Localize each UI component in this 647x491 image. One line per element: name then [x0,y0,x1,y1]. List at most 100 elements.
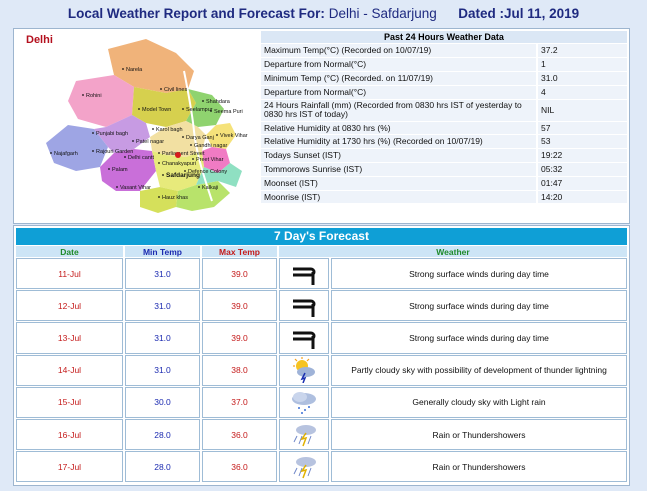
forecast-icon-cell [279,354,329,386]
thundershower-icon [289,422,319,448]
past-24h-label: Moonrise (IST) [261,190,537,205]
forecast-description: Strong surface winds during day time [331,290,627,322]
past-24h-label: Tommorows Sunrise (IST) [261,162,537,177]
cloudy-light-rain-icon [289,389,319,415]
forecast-heading: 7 Day's Forecast [16,228,627,245]
past-24h-label: 24 Hours Rainfall (mm) (Recorded from 08… [261,99,537,122]
forecast-min-temp: 28.0 [125,451,200,483]
title-location: Delhi - Safdarjung [328,6,437,21]
past-24h-value: 01:47 [536,176,627,191]
forecast-date: 16-Jul [16,418,123,451]
map-label: Delhi cantt [128,155,154,161]
past-24h-value: 1 [536,57,627,73]
forecast-panel: 7 Day's Forecast Date Min Temp Max Temp … [13,225,630,486]
forecast-max-temp: 36.0 [202,418,277,451]
past-24h-row: Departure from Normal(°C) 1 [261,57,627,73]
wind-icon [289,261,319,287]
col-min-temp: Min Temp [125,246,200,257]
forecast-date: 14-Jul [16,354,123,386]
forecast-min-temp: 31.0 [125,354,200,386]
forecast-min-temp: 31.0 [125,322,200,354]
past-24h-value: 4 [536,85,627,100]
past-24h-label: Todays Sunset (IST) [261,148,537,164]
past-24h-value: 14:20 [536,190,627,205]
map-title: Delhi [26,34,53,46]
past-24h-label: Minimum Temp (°C) (Recorded. on 11/07/19… [261,71,537,86]
col-weather: Weather [279,246,627,257]
map-label: Preet Vihar [196,157,224,163]
partly-cloudy-thunder-icon [289,357,319,384]
forecast-max-temp: 38.0 [202,354,277,386]
past-24h-row: Departure from Normal(°C) 4 [261,85,627,100]
past-24h-row: Maximum Temp(°C) (Recorded on 10/07/19) 3… [261,44,627,59]
forecast-icon-cell [279,451,329,483]
forecast-row: 14-Jul 31.0 38.0 Partly cloudy sky with pos… [16,354,627,386]
map-label: Chanakyapuri [162,161,196,167]
forecast-row: 13-Jul 31.0 39.0 Strong surface winds durin… [16,322,627,354]
forecast-description: Strong surface winds during day time [331,322,627,354]
map-label: Civil lines [164,87,187,93]
forecast-description: Strong surface winds during day time [331,258,627,290]
forecast-description: Generally cloudy sky with Light rain [331,386,627,418]
past-24h-value: 05:32 [536,162,627,177]
forecast-max-temp: 39.0 [202,290,277,322]
forecast-description: Rain or Thundershowers [331,451,627,483]
map-label: Gandhi nagar [194,143,227,149]
forecast-icon-cell [279,322,329,354]
forecast-min-temp: 31.0 [125,258,200,290]
map-label: Karol bagh [156,127,183,133]
past-24h-value: 19:22 [536,148,627,164]
map-label: Rohini [86,93,102,99]
past-24h-row: Relative Humidity at 0830 hrs (%) 57 [261,121,627,136]
forecast-max-temp: 39.0 [202,258,277,290]
forecast-row: 12-Jul 31.0 39.0 Strong surface winds durin… [16,290,627,322]
forecast-icon-cell [279,418,329,451]
forecast-row: 16-Jul 28.0 36.0 Rain or Thundershowers [16,418,627,451]
forecast-row: 15-Jul 30.0 37.0 Generally cloudy sky with … [16,386,627,418]
map-label: Safdarjung [166,172,200,179]
past-24h-value: 53 [536,134,627,150]
forecast-date: 17-Jul [16,451,123,483]
map-label: Darya Ganj [186,135,214,141]
thundershower-icon [289,454,319,480]
map-label: Parliament Street [162,151,205,157]
map-label: Hauz khas [162,195,188,201]
past-24h-label: Departure from Normal(°C) [261,57,537,73]
wind-icon [289,293,319,319]
delhi-map: Delhi Narela Rohini Civil lines Shahdara Mod… [16,31,260,221]
title-date: Dated :Jul 11, 2019 [458,6,580,21]
past-24h-label: Departure from Normal(°C) [261,85,537,100]
past-24h-panel: Past 24 Hours Weather Data Maximum Temp(… [261,31,627,205]
forecast-icon-cell [279,258,329,290]
forecast-row: 11-Jul 31.0 39.0 Strong surface winds durin… [16,258,627,290]
forecast-icon-cell [279,290,329,322]
forecast-description: Partly cloudy sky with possibility of de… [331,354,627,386]
title-prefix: Local Weather Report and Forecast For: [67,6,325,21]
forecast-description: Rain or Thundershowers [331,418,627,451]
forecast-date: 13-Jul [16,322,123,354]
past-24h-row: Relative Humidity at 1730 hrs (%) (Recor… [261,134,627,150]
map-label: Punjabi bagh [96,131,128,137]
map-label: Rajouri Garden [96,149,133,155]
past-24h-table: Maximum Temp(°C) (Recorded on 10/07/19) 3… [261,44,627,205]
past-24h-value: NIL [536,99,627,122]
forecast-max-temp: 39.0 [202,322,277,354]
past-24h-row: Moonrise (IST) 14:20 [261,190,627,205]
past-24h-label: Relative Humidity at 0830 hrs (%) [261,121,537,136]
past-24h-value: 57 [536,121,627,136]
forecast-date: 15-Jul [16,386,123,418]
forecast-table: Date Min Temp Max Temp Weather 11-Jul 31.… [14,245,629,483]
current-panel: Delhi Narela Rohini Civil lines Shahdara Mod… [13,28,630,224]
col-date: Date [16,246,123,257]
past-24h-label: Relative Humidity at 1730 hrs (%) (Recor… [261,134,537,150]
map-label: Model Town [142,107,171,113]
past-24h-row: Moonset (IST) 01:47 [261,176,627,191]
map-label: Najafgarh [54,151,78,157]
forecast-date: 12-Jul [16,290,123,322]
past-24h-row: 24 Hours Rainfall (mm) (Recorded from 08… [261,99,627,122]
map-label: Seelampur [186,107,213,113]
forecast-date: 11-Jul [16,258,123,290]
past-24h-row: Minimum Temp (°C) (Recorded. on 11/07/19… [261,71,627,86]
forecast-icon-cell [279,386,329,418]
map-label: Vivek Vihar [220,133,248,139]
